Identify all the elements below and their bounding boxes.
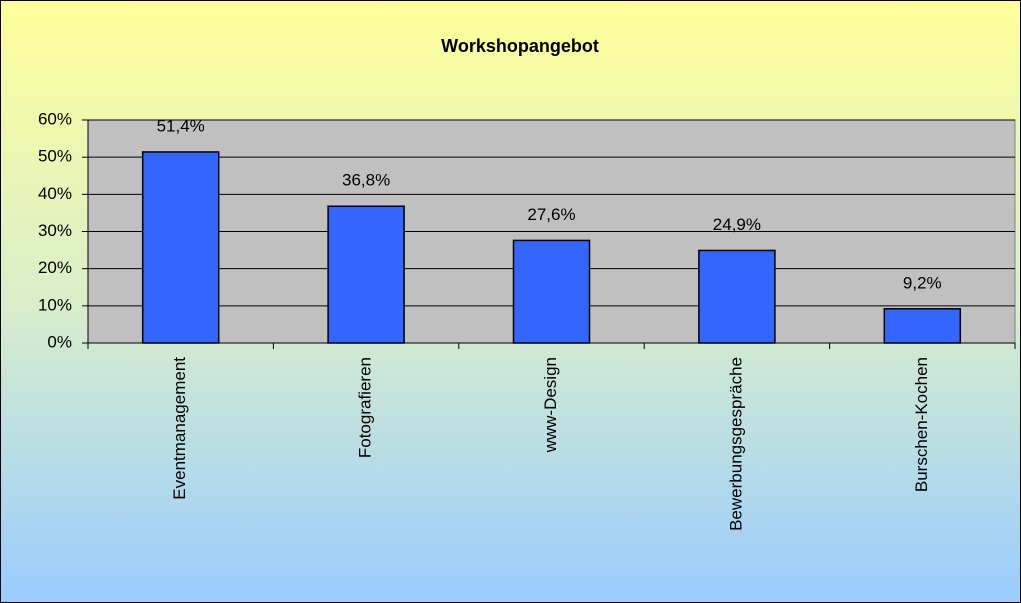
y-tick-label: 20% [38, 258, 72, 277]
y-tick-label: 50% [38, 147, 72, 166]
y-tick-label: 10% [38, 295, 72, 314]
y-tick-label: 30% [38, 221, 72, 240]
y-tick-label: 60% [38, 109, 72, 128]
bar [512, 239, 591, 344]
data-label: 27,6% [527, 205, 575, 224]
bar [883, 308, 962, 344]
y-tick-label: 40% [38, 184, 72, 203]
bar [327, 205, 405, 344]
x-tick-label: Eventmanagement [170, 357, 189, 500]
y-tick-label: 0% [47, 332, 72, 351]
x-tick-label: Bewerbungsgespräche [726, 357, 745, 531]
data-label: 51,4% [157, 116, 205, 135]
data-label: 24,9% [713, 215, 761, 234]
data-label: 36,8% [342, 171, 390, 190]
x-tick-label: Burschen-Kochen [912, 357, 931, 492]
data-label: 9,2% [903, 273, 942, 292]
bar [141, 151, 220, 344]
bar [698, 249, 776, 344]
x-tick-label: www-Design [541, 357, 560, 453]
chart-title: Workshopangebot [441, 36, 599, 56]
x-tick-label: Fotografieren [356, 357, 375, 458]
